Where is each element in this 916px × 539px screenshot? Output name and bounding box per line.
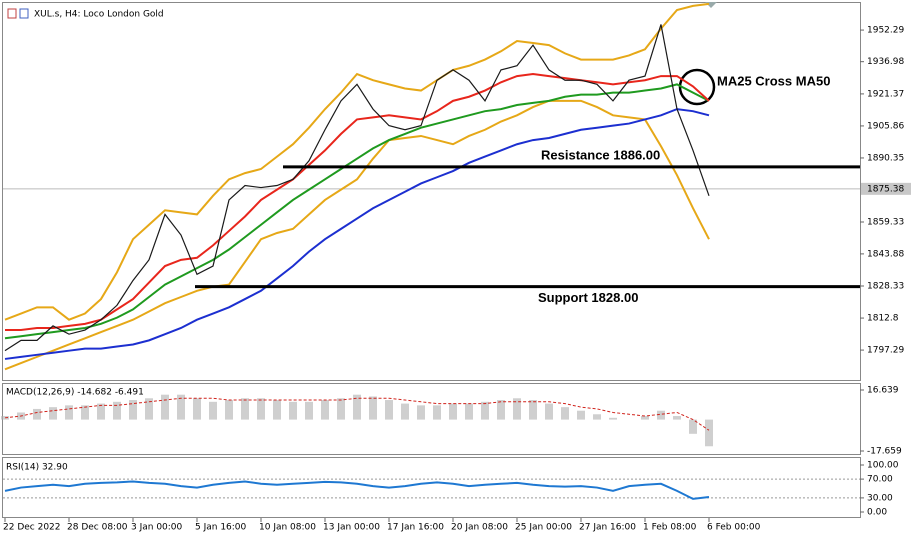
icon bbox=[19, 8, 29, 19]
series-line bbox=[4, 83, 710, 340]
y-tick-label: 1952.29 bbox=[867, 26, 904, 36]
x-tick-label: 13 Jan 00:00 bbox=[323, 523, 380, 533]
x-tick-label: 6 Feb 00:00 bbox=[707, 523, 761, 533]
x-tick-label: 3 Jan 00:00 bbox=[131, 523, 183, 533]
price-panel bbox=[2, 2, 861, 381]
series-line bbox=[4, 108, 710, 360]
annotation: MA25 Cross MA50 bbox=[717, 73, 830, 88]
y-tick-label: 1921.37 bbox=[867, 89, 904, 99]
x-tick-label: 28 Dec 08:00 bbox=[67, 523, 128, 533]
y-tick-label: 1843.88 bbox=[867, 249, 904, 259]
macd-title: MACD(12,26,9) -14.682 -6.491 bbox=[6, 388, 144, 398]
series-line bbox=[5, 73, 710, 332]
chart-title: XUL.s, H4: Loco London Gold bbox=[34, 10, 164, 20]
x-tick-label: 25 Jan 00:00 bbox=[515, 523, 572, 533]
y-tick-label: 16.639 bbox=[867, 386, 899, 396]
series-line bbox=[4, 99, 710, 371]
series-line bbox=[4, 480, 710, 500]
series-line bbox=[4, 2, 710, 321]
rsi-panel bbox=[2, 457, 861, 518]
y-tick-label: 1859.33 bbox=[867, 217, 904, 227]
y-tick-label: 1812.8 bbox=[867, 314, 899, 324]
y-tick-label: 1905.86 bbox=[867, 121, 904, 131]
x-tick-label: 22 Dec 2022 bbox=[3, 523, 61, 533]
x-tick-label: 10 Jan 08:00 bbox=[259, 523, 316, 533]
y-tick-label: 30.00 bbox=[867, 493, 893, 503]
rsi-title: RSI(14) 32.90 bbox=[6, 463, 68, 473]
x-tick-label: 17 Jan 16:00 bbox=[387, 523, 444, 533]
y-tick-label: -17.659 bbox=[867, 447, 902, 457]
x-tick-label: 27 Jan 16:00 bbox=[579, 523, 636, 533]
y-tick-label: 1797.29 bbox=[867, 346, 904, 356]
icon bbox=[7, 8, 17, 19]
annotation: Resistance 1886.00 bbox=[541, 147, 660, 162]
last-price-label: 1875.38 bbox=[867, 184, 904, 194]
x-tick-label: 20 Jan 08:00 bbox=[451, 523, 508, 533]
y-tick-label: 1828.33 bbox=[867, 281, 904, 291]
last-price-box bbox=[861, 182, 911, 195]
x-tick-label: 5 Jan 16:00 bbox=[195, 523, 247, 533]
annotation: Support 1828.00 bbox=[538, 290, 638, 305]
x-tick-label: 1 Feb 08:00 bbox=[643, 523, 697, 533]
y-tick-label: 100.00 bbox=[867, 461, 899, 471]
y-tick-label: 0.00 bbox=[867, 508, 887, 518]
y-tick-label: 70.00 bbox=[867, 475, 893, 485]
y-tick-label: 1936.98 bbox=[867, 57, 904, 67]
series-line bbox=[4, 24, 710, 352]
y-tick-label: 1890.35 bbox=[867, 153, 904, 163]
